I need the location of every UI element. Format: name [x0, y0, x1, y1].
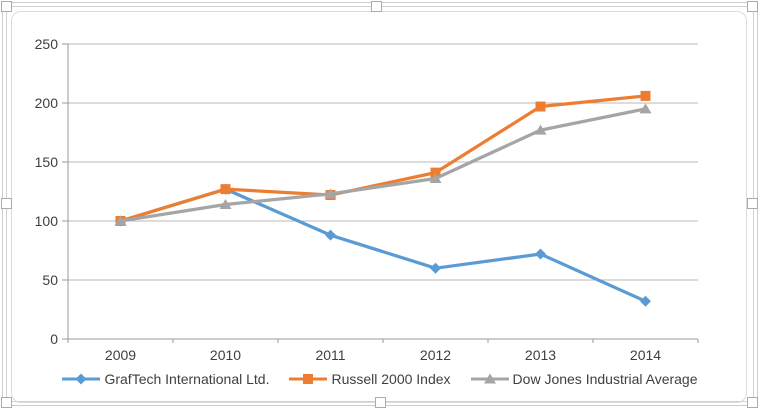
- data-point-marker[interactable]: [535, 248, 546, 260]
- data-point-marker[interactable]: [639, 103, 652, 114]
- legend-label: Dow Jones Industrial Average: [512, 371, 698, 387]
- legend-label: Russell 2000 Index: [331, 371, 451, 387]
- data-point-marker[interactable]: [220, 184, 231, 195]
- square-series-legend-icon: [289, 374, 328, 384]
- data-point-marker[interactable]: [429, 173, 442, 184]
- data-point-marker[interactable]: [640, 295, 651, 307]
- x-tick-label: 2011: [315, 347, 346, 363]
- data-point-marker[interactable]: [535, 101, 546, 112]
- selection-handle[interactable]: [371, 1, 382, 12]
- selection-handle[interactable]: [747, 198, 758, 209]
- selection-handle[interactable]: [747, 1, 758, 12]
- data-point-marker[interactable]: [219, 198, 232, 209]
- x-tick-label: 2014: [629, 347, 662, 363]
- series-line[interactable]: [118, 94, 648, 223]
- data-point-marker[interactable]: [325, 229, 336, 241]
- data-point-marker[interactable]: [324, 188, 337, 199]
- y-tick-label: 150: [34, 154, 58, 170]
- chart-legend: GrafTech International Ltd. Russell 2000 …: [0, 369, 760, 389]
- data-point-marker[interactable]: [534, 124, 547, 135]
- data-point-marker[interactable]: [430, 262, 441, 274]
- x-tick-label: 2013: [524, 347, 557, 363]
- diamond-series-legend-icon: [62, 373, 101, 385]
- y-tick-label: 200: [34, 95, 58, 111]
- selection-handle[interactable]: [375, 397, 386, 408]
- series-line[interactable]: [118, 107, 648, 223]
- x-tick-label: 2010: [209, 347, 242, 363]
- triangle-series-legend-icon: [470, 373, 509, 384]
- series-line[interactable]: [118, 187, 648, 303]
- y-tick-label: 50: [42, 272, 58, 288]
- selection-handle[interactable]: [1, 397, 12, 408]
- legend-item[interactable]: Dow Jones Industrial Average: [470, 371, 698, 387]
- legend-item[interactable]: Russell 2000 Index: [289, 371, 451, 387]
- selection-handle[interactable]: [747, 397, 758, 408]
- legend-label: GrafTech International Ltd.: [104, 371, 270, 387]
- y-tick-label: 100: [34, 213, 58, 229]
- legend-item[interactable]: GrafTech International Ltd.: [62, 371, 269, 387]
- chart-area[interactable]: [11, 11, 747, 403]
- y-tick-label: 0: [50, 331, 58, 347]
- data-point-marker[interactable]: [640, 90, 651, 101]
- selection-handle[interactable]: [1, 1, 12, 12]
- selection-handle[interactable]: [1, 198, 12, 209]
- x-tick-label: 2012: [419, 347, 452, 363]
- data-point-marker[interactable]: [114, 215, 127, 226]
- y-tick-label: 250: [34, 36, 58, 52]
- data-point-marker[interactable]: [430, 167, 441, 178]
- x-tick-label: 2009: [104, 347, 137, 363]
